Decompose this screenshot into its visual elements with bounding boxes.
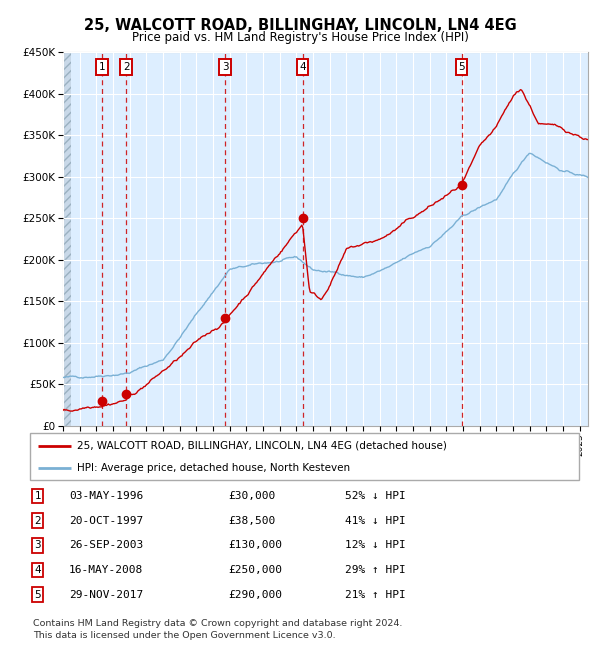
Text: £290,000: £290,000 xyxy=(228,590,282,600)
Text: HPI: Average price, detached house, North Kesteven: HPI: Average price, detached house, Nort… xyxy=(77,463,350,473)
Text: 4: 4 xyxy=(34,565,41,575)
FancyBboxPatch shape xyxy=(30,433,579,480)
Text: This data is licensed under the Open Government Licence v3.0.: This data is licensed under the Open Gov… xyxy=(33,630,335,640)
Text: 2: 2 xyxy=(34,515,41,526)
Text: £30,000: £30,000 xyxy=(228,491,275,501)
Text: 12% ↓ HPI: 12% ↓ HPI xyxy=(345,540,406,551)
Text: 03-MAY-1996: 03-MAY-1996 xyxy=(69,491,143,501)
Text: 1: 1 xyxy=(34,491,41,501)
Text: 16-MAY-2008: 16-MAY-2008 xyxy=(69,565,143,575)
Text: Price paid vs. HM Land Registry's House Price Index (HPI): Price paid vs. HM Land Registry's House … xyxy=(131,31,469,44)
Text: 20-OCT-1997: 20-OCT-1997 xyxy=(69,515,143,526)
Text: 5: 5 xyxy=(34,590,41,600)
Text: £250,000: £250,000 xyxy=(228,565,282,575)
Text: 4: 4 xyxy=(299,62,306,72)
Text: 2: 2 xyxy=(123,62,130,72)
Text: 25, WALCOTT ROAD, BILLINGHAY, LINCOLN, LN4 4EG (detached house): 25, WALCOTT ROAD, BILLINGHAY, LINCOLN, L… xyxy=(77,441,446,450)
Text: 25, WALCOTT ROAD, BILLINGHAY, LINCOLN, LN4 4EG: 25, WALCOTT ROAD, BILLINGHAY, LINCOLN, L… xyxy=(83,18,517,33)
Text: Contains HM Land Registry data © Crown copyright and database right 2024.: Contains HM Land Registry data © Crown c… xyxy=(33,619,403,628)
Text: 5: 5 xyxy=(458,62,465,72)
Text: 52% ↓ HPI: 52% ↓ HPI xyxy=(345,491,406,501)
Text: 29-NOV-2017: 29-NOV-2017 xyxy=(69,590,143,600)
Text: 1: 1 xyxy=(98,62,106,72)
Text: 3: 3 xyxy=(34,540,41,551)
Text: £130,000: £130,000 xyxy=(228,540,282,551)
Text: 21% ↑ HPI: 21% ↑ HPI xyxy=(345,590,406,600)
Text: 3: 3 xyxy=(222,62,229,72)
Text: 41% ↓ HPI: 41% ↓ HPI xyxy=(345,515,406,526)
Text: 29% ↑ HPI: 29% ↑ HPI xyxy=(345,565,406,575)
Text: £38,500: £38,500 xyxy=(228,515,275,526)
Text: 26-SEP-2003: 26-SEP-2003 xyxy=(69,540,143,551)
